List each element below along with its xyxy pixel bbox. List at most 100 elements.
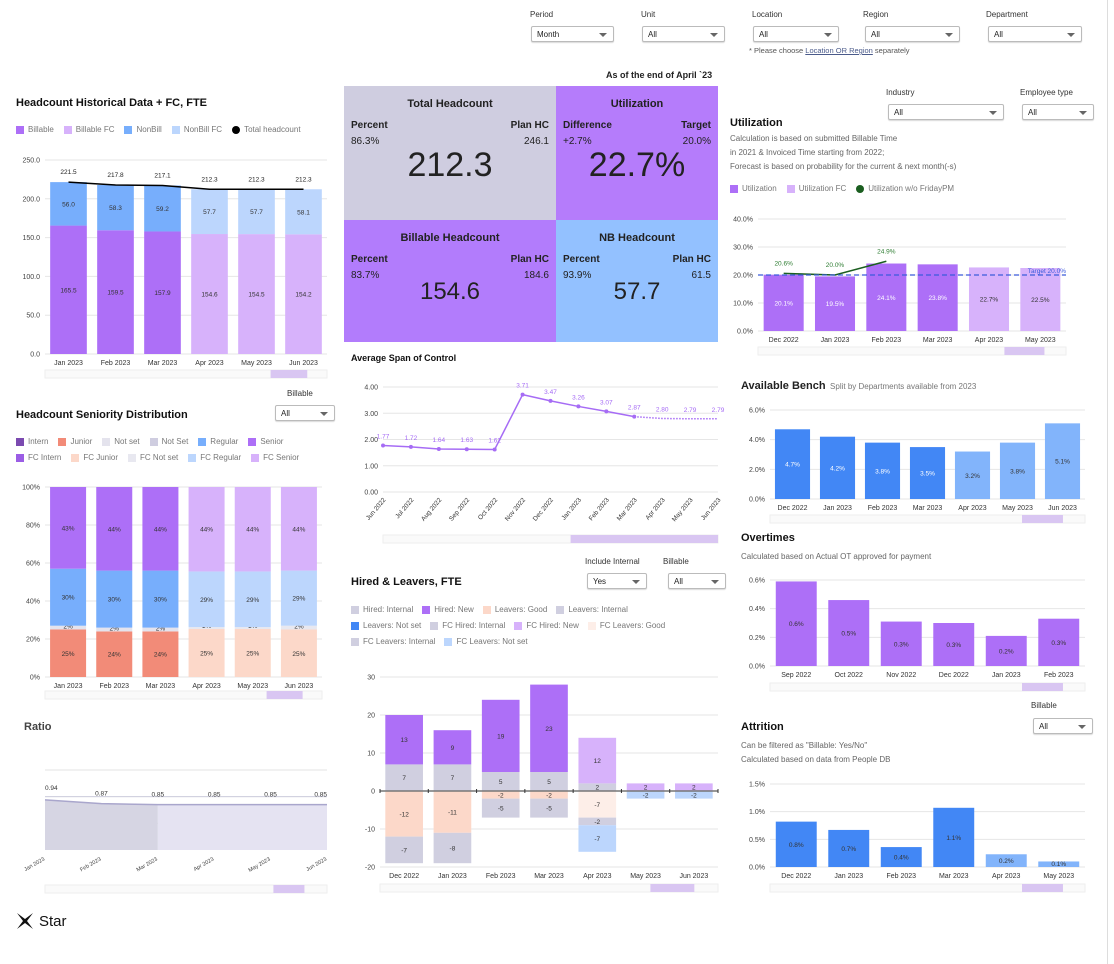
chart-scrollbar-thumb[interactable] (570, 535, 718, 543)
x-tick-label: Feb 2023 (872, 337, 902, 344)
y-tick-label: 0.0% (749, 865, 765, 872)
legend-item-fc-junior[interactable]: FC Junior (71, 453, 118, 462)
chevron-down-icon (1067, 33, 1075, 37)
data-label: 3.5% (920, 471, 935, 478)
legend-item-nonbill-fc[interactable]: NonBill FC (171, 125, 222, 134)
legend-item-fc-leavers-internal[interactable]: FC Leavers: Internal (351, 637, 435, 646)
legend-item-fc-regular[interactable]: FC Regular (188, 453, 241, 462)
legend-swatch (171, 125, 180, 134)
chart-scrollbar-thumb[interactable] (1022, 515, 1063, 523)
employee-type-dropdown[interactable]: All (1022, 104, 1094, 120)
x-tick-label: Jan 2023 (23, 857, 46, 874)
y-tick-label: 150.0 (22, 235, 40, 242)
legend-item-hired-new[interactable]: Hired: New (422, 605, 474, 614)
x-tick-label: Feb 2023 (868, 505, 898, 512)
location-or-region-link[interactable]: Location OR Region (805, 46, 873, 55)
include-internal-dropdown[interactable]: Yes (587, 573, 647, 589)
span-point (464, 447, 469, 452)
legend-swatch (351, 605, 359, 614)
span-point (381, 443, 385, 448)
unit-dropdown[interactable]: All (642, 26, 725, 42)
legend-item-senior[interactable]: Senior (248, 437, 283, 446)
bar-fc-hired-new (578, 737, 617, 784)
legend-item-leavers-internal[interactable]: Leavers: Internal (556, 605, 628, 614)
dropdown-value: All (281, 409, 290, 418)
chart-scrollbar-thumb[interactable] (266, 691, 303, 699)
chart-scrollbar-thumb[interactable] (1022, 683, 1063, 691)
legend-item-regular[interactable]: Regular (198, 437, 238, 446)
line-total-headcount (68, 181, 304, 191)
legend-item-intern[interactable]: Intern (16, 437, 48, 446)
bar-leavers-internal (481, 798, 520, 818)
legend-item-total-headcount[interactable]: Total headcount (232, 125, 301, 134)
span-data-label: 2.79 (712, 407, 725, 414)
legend-item-fc-not-set[interactable]: FC Not set (128, 453, 178, 462)
department-dropdown[interactable]: All (988, 26, 1082, 42)
attrition-billable-dropdown[interactable]: All (1033, 718, 1093, 734)
bar-utilization-fc (1020, 268, 1061, 331)
span-line-actual (382, 393, 635, 451)
legend-item-fc-intern[interactable]: FC Intern (16, 453, 61, 462)
location-dropdown[interactable]: All (753, 26, 839, 42)
legend-item-not-set[interactable]: Not set (102, 437, 140, 446)
legend-item-hired-internal[interactable]: Hired: Internal (351, 605, 413, 614)
legend-label: Billable (28, 125, 54, 134)
legend-label: Senior (260, 437, 284, 446)
period-dropdown[interactable]: Month (531, 26, 614, 42)
desc-line: Calculated based on data from People DB (741, 755, 891, 764)
legend-item-fc-senior[interactable]: FC Senior (251, 453, 299, 462)
span-data-label: 3.07 (600, 399, 613, 406)
seniority-billable-dropdown[interactable]: All (275, 405, 335, 421)
legend-item-utilization[interactable]: Utilization (730, 184, 777, 193)
legend-item-fc-hired-internal[interactable]: FC Hired: Internal (430, 621, 505, 630)
bar-fc-leavers-not-set (578, 825, 617, 852)
bar-senior (50, 487, 87, 569)
industry-dropdown[interactable]: All (888, 104, 1004, 120)
bar-bench (864, 442, 901, 499)
legend-item-junior[interactable]: Junior (58, 437, 92, 446)
data-label: 30% (62, 595, 75, 602)
legend-item-leavers-good[interactable]: Leavers: Good (482, 605, 547, 614)
data-label: 13 (401, 737, 409, 744)
bar-attrition (828, 829, 870, 867)
region-dropdown[interactable]: All (865, 26, 960, 42)
bar-fc-regular (234, 571, 271, 628)
hired-billable-dropdown[interactable]: All (668, 573, 726, 589)
chart-scrollbar-track (757, 346, 1067, 356)
x-tick-label: Mar 2023 (148, 360, 178, 367)
legend-item-utilization-w-o-fridaypm[interactable]: Utilization w/o FridayPM (856, 184, 954, 193)
data-label: 59.2 (156, 206, 169, 213)
bar-overtimes (880, 621, 922, 666)
chart-scrollbar-thumb[interactable] (650, 884, 695, 892)
data-label: 25% (62, 651, 75, 658)
chart-scrollbar-thumb[interactable] (1004, 347, 1045, 355)
y-tick-label: 20% (26, 637, 40, 644)
span-data-label: 1.62 (488, 437, 501, 444)
x-tick-label: Feb 2023 (99, 683, 129, 690)
chart-scrollbar-thumb[interactable] (273, 885, 305, 893)
data-label: -2 (643, 792, 649, 799)
data-label: 44% (246, 527, 259, 534)
bar-junior (142, 631, 179, 677)
legend-label: FC Regular (200, 453, 242, 462)
chart-scrollbar-thumb[interactable] (1022, 884, 1063, 892)
data-label: 7 (402, 775, 406, 782)
data-label: 2% (63, 624, 73, 631)
legend-item-billable-fc[interactable]: Billable FC (63, 125, 114, 134)
legend-item-fc-leavers-good[interactable]: FC Leavers: Good (587, 621, 665, 630)
legend-item-leavers-not-set[interactable]: Leavers: Not set (351, 621, 421, 630)
chart-scrollbar-thumb[interactable] (270, 370, 308, 378)
kpi-title: Total Headcount (407, 98, 493, 110)
desc-line: Forecast is based on probability for the… (730, 162, 957, 171)
ratio-data-label: 0.85 (264, 792, 277, 799)
data-label: 2% (110, 625, 120, 632)
bar-billable (144, 231, 181, 354)
legend-item-utilization-fc[interactable]: Utilization FC (786, 184, 846, 193)
legend-item-fc-hired-new[interactable]: FC Hired: New (514, 621, 579, 630)
bar-utilization (814, 276, 856, 331)
legend-item-nonbill[interactable]: NonBill (124, 125, 162, 134)
legend-item-fc-leavers-not-set[interactable]: FC Leavers: Not set (444, 637, 528, 646)
legend-item-billable[interactable]: Billable (16, 125, 54, 134)
legend-item-not-set[interactable]: Not Set (149, 437, 188, 446)
y-tick-label: -10 (365, 827, 375, 834)
